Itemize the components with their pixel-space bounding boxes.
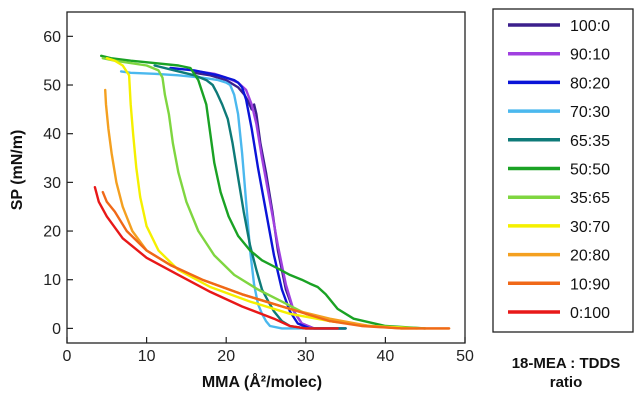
legend-label-70-30: 70:30 [570, 104, 610, 121]
x-axis-title: MMA (Å²/molec) [202, 372, 322, 391]
plot-frame [66, 11, 466, 344]
legend: 100:0 90:10 80:20 70:30 65:35 50:50 35:65 30:70… [492, 8, 634, 333]
series-line-80-20 [169, 66, 347, 330]
legend-label-0-100: 0:100 [570, 305, 610, 322]
x-tick-label: 50 [456, 348, 474, 365]
series-line-20-80 [103, 88, 451, 330]
x-tick-label: 0 [63, 348, 72, 365]
legend-label-10-90: 10:90 [570, 276, 610, 293]
x-tick-label: 30 [297, 348, 315, 365]
y-tick-label: 20 [43, 224, 61, 241]
x-tick-label: 40 [377, 348, 395, 365]
legend-label-80-20: 80:20 [570, 75, 610, 92]
legend-label-35-65: 35:65 [570, 190, 610, 207]
legend-box [492, 8, 634, 333]
legend-label-90-10: 90:10 [570, 47, 610, 64]
y-tick-label: 30 [43, 175, 61, 192]
plot-area [93, 54, 451, 330]
series-line-0-100 [93, 185, 339, 330]
x-tick-label: 20 [217, 348, 235, 365]
legend-title: 18-MEA : TDDS ratio [512, 355, 621, 391]
axes: 0 10 20 30 40 50 0 10 20 30 40 50 60 [43, 11, 474, 365]
y-tick-label: 50 [43, 78, 61, 95]
legend-label-20-80: 20:80 [570, 248, 610, 265]
series-line-50-50 [99, 54, 427, 330]
y-axis-title: SP (mN/m) [9, 130, 26, 211]
legend-label-50-50: 50:50 [570, 162, 610, 179]
y-tick-label: 60 [43, 29, 61, 46]
y-tick-label: 40 [43, 126, 61, 143]
legend-label-100-0: 100:0 [570, 18, 610, 35]
series-line-70-30 [119, 70, 347, 330]
series-line-30-70 [105, 57, 419, 330]
legend-label-30-70: 30:70 [570, 219, 610, 236]
x-tick-label: 10 [138, 348, 156, 365]
y-tick-label: 0 [52, 321, 61, 338]
series-line-65-35 [153, 64, 347, 330]
y-tick-label: 10 [43, 272, 61, 289]
series-line-10-90 [101, 190, 451, 330]
series-line-35-65 [101, 57, 427, 330]
legend-label-65-35: 65:35 [570, 133, 610, 150]
